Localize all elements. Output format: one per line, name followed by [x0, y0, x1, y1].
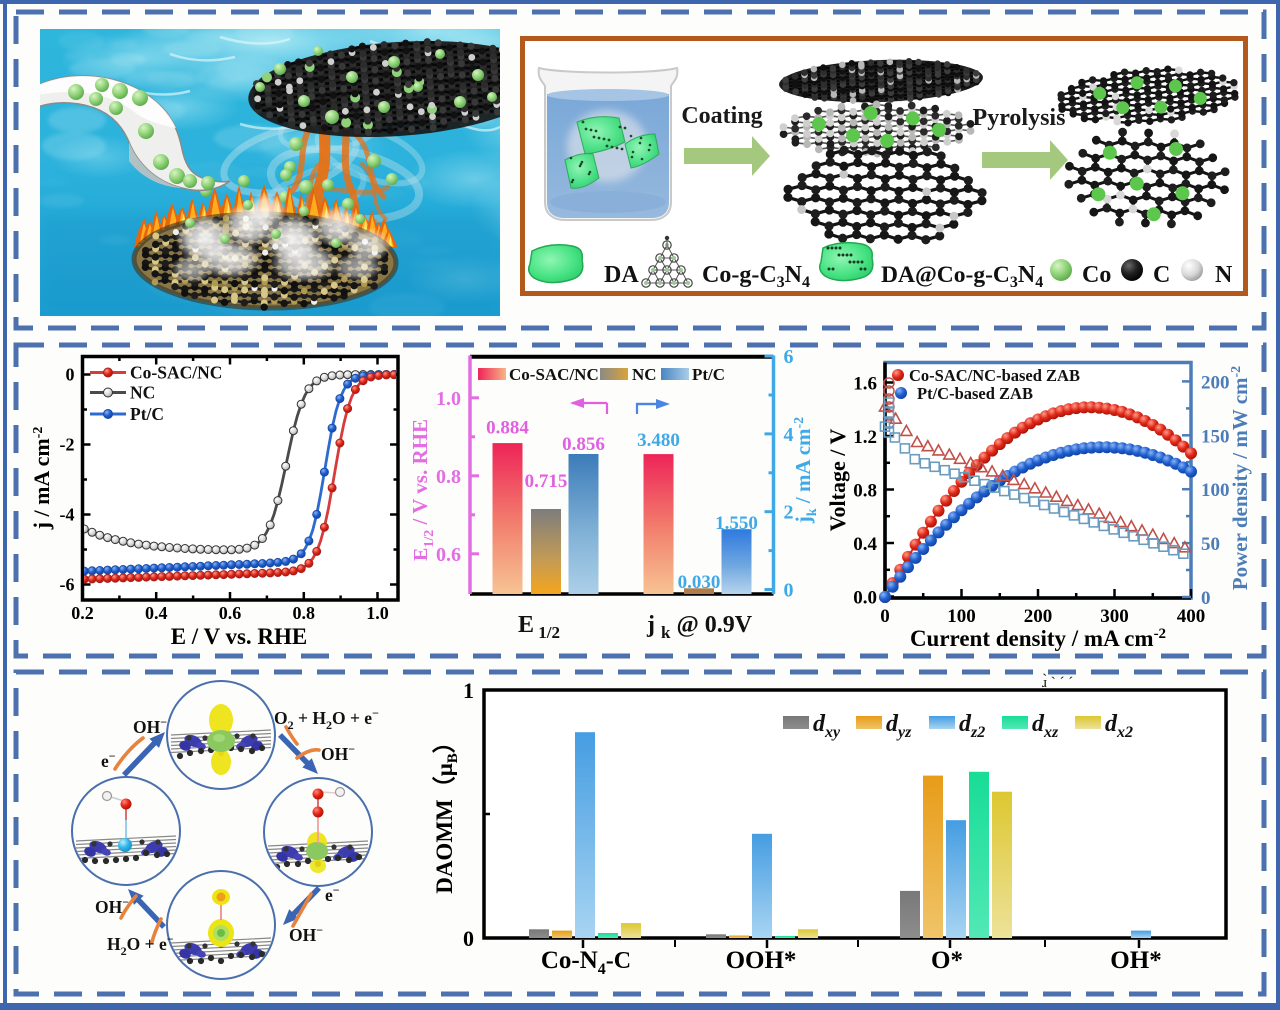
svg-text:0: 0: [1201, 588, 1211, 609]
svg-text:-6: -6: [60, 575, 75, 595]
svg-text:ɹ̀ ` ´ ˊ: ɹ̀ ` ´ ˊ: [1042, 674, 1073, 691]
svg-text:400: 400: [1177, 606, 1206, 627]
svg-text:2: 2: [784, 502, 794, 524]
svg-text:200: 200: [1201, 372, 1230, 393]
svg-text:0.715: 0.715: [525, 471, 568, 492]
svg-text:Current density / mA cm-2: Current density / mA cm-2: [910, 626, 1166, 651]
svg-text:6: 6: [784, 346, 794, 368]
svg-text:0.6: 0.6: [436, 544, 461, 566]
svg-text:OH−: OH−: [321, 742, 355, 764]
svg-text:Pt/C: Pt/C: [692, 365, 725, 384]
svg-text:OOH*: OOH*: [726, 947, 797, 974]
svg-text:Coating: Coating: [681, 103, 762, 129]
svg-text:1.0: 1.0: [366, 603, 389, 623]
svg-text:50: 50: [1201, 534, 1220, 555]
svg-text:150: 150: [1201, 426, 1230, 447]
svg-text:0.0: 0.0: [853, 588, 877, 609]
svg-text:Pyrolysis: Pyrolysis: [973, 105, 1066, 131]
svg-text:0: 0: [66, 365, 75, 385]
svg-text:300: 300: [1100, 606, 1129, 627]
svg-text:Voltage / V: Voltage / V: [825, 429, 850, 532]
svg-text:0.6: 0.6: [219, 603, 242, 623]
svg-text:0.030: 0.030: [678, 572, 721, 593]
svg-text:0: 0: [880, 606, 890, 627]
svg-text:200: 200: [1024, 606, 1053, 627]
svg-text:3.480: 3.480: [637, 430, 680, 451]
svg-text:1.6: 1.6: [853, 374, 877, 395]
svg-text:100: 100: [1201, 480, 1230, 501]
svg-text:Co-SAC/NC-based ZAB: Co-SAC/NC-based ZAB: [909, 366, 1080, 385]
svg-text:0: 0: [463, 926, 474, 951]
svg-text:0.2: 0.2: [71, 603, 94, 623]
svg-text:Co-SAC/NC: Co-SAC/NC: [509, 365, 599, 384]
svg-text:Co-N4-C: Co-N4-C: [541, 947, 631, 978]
svg-text:0.4: 0.4: [145, 603, 168, 623]
svg-text:DA: DA: [604, 262, 639, 288]
svg-text:H2O + e−: H2O + e−: [107, 932, 174, 958]
svg-text:Co-SAC/NC: Co-SAC/NC: [130, 363, 222, 383]
svg-text:Power density / mW cm-2: Power density / mW cm-2: [1228, 366, 1252, 590]
svg-text:O*: O*: [931, 947, 963, 974]
svg-text:-4: -4: [60, 505, 75, 525]
svg-text:0.884: 0.884: [486, 418, 529, 439]
svg-text:DA@Co-g-C3N4: DA@Co-g-C3N4: [881, 262, 1043, 291]
svg-text:0.856: 0.856: [562, 434, 605, 455]
svg-text:Co: Co: [1082, 262, 1111, 288]
svg-text:N: N: [1215, 262, 1233, 288]
svg-text:NC: NC: [130, 383, 155, 403]
svg-text:4: 4: [784, 424, 794, 446]
svg-text:OH−: OH−: [95, 895, 129, 917]
svg-text:OH*: OH*: [1110, 947, 1161, 974]
svg-text:0.8: 0.8: [293, 603, 316, 623]
svg-text:0: 0: [784, 580, 794, 602]
svg-text:dxy: dxy: [813, 711, 841, 741]
svg-text:Pt/C-based ZAB: Pt/C-based ZAB: [917, 384, 1033, 403]
svg-text:E / V vs. RHE: E / V vs. RHE: [171, 624, 308, 649]
svg-text:Co-g-C3N4: Co-g-C3N4: [702, 262, 810, 291]
svg-text:0.4: 0.4: [853, 534, 877, 555]
svg-text:0.8: 0.8: [853, 481, 877, 502]
svg-text:100: 100: [947, 606, 976, 627]
svg-text:0.8: 0.8: [436, 466, 461, 488]
svg-text:1.2: 1.2: [853, 427, 877, 448]
svg-text:OH−: OH−: [133, 715, 167, 737]
svg-text:j / mA cm-2: j / mA cm-2: [29, 427, 54, 531]
svg-text:-2: -2: [60, 435, 75, 455]
svg-text:1: 1: [463, 678, 474, 703]
svg-text:1.0: 1.0: [436, 388, 461, 410]
svg-text:C: C: [1153, 262, 1170, 288]
svg-text:1.550: 1.550: [715, 513, 758, 534]
svg-text:Pt/C: Pt/C: [130, 404, 164, 424]
svg-text:OH−: OH−: [289, 923, 323, 945]
svg-text:NC: NC: [632, 365, 657, 384]
